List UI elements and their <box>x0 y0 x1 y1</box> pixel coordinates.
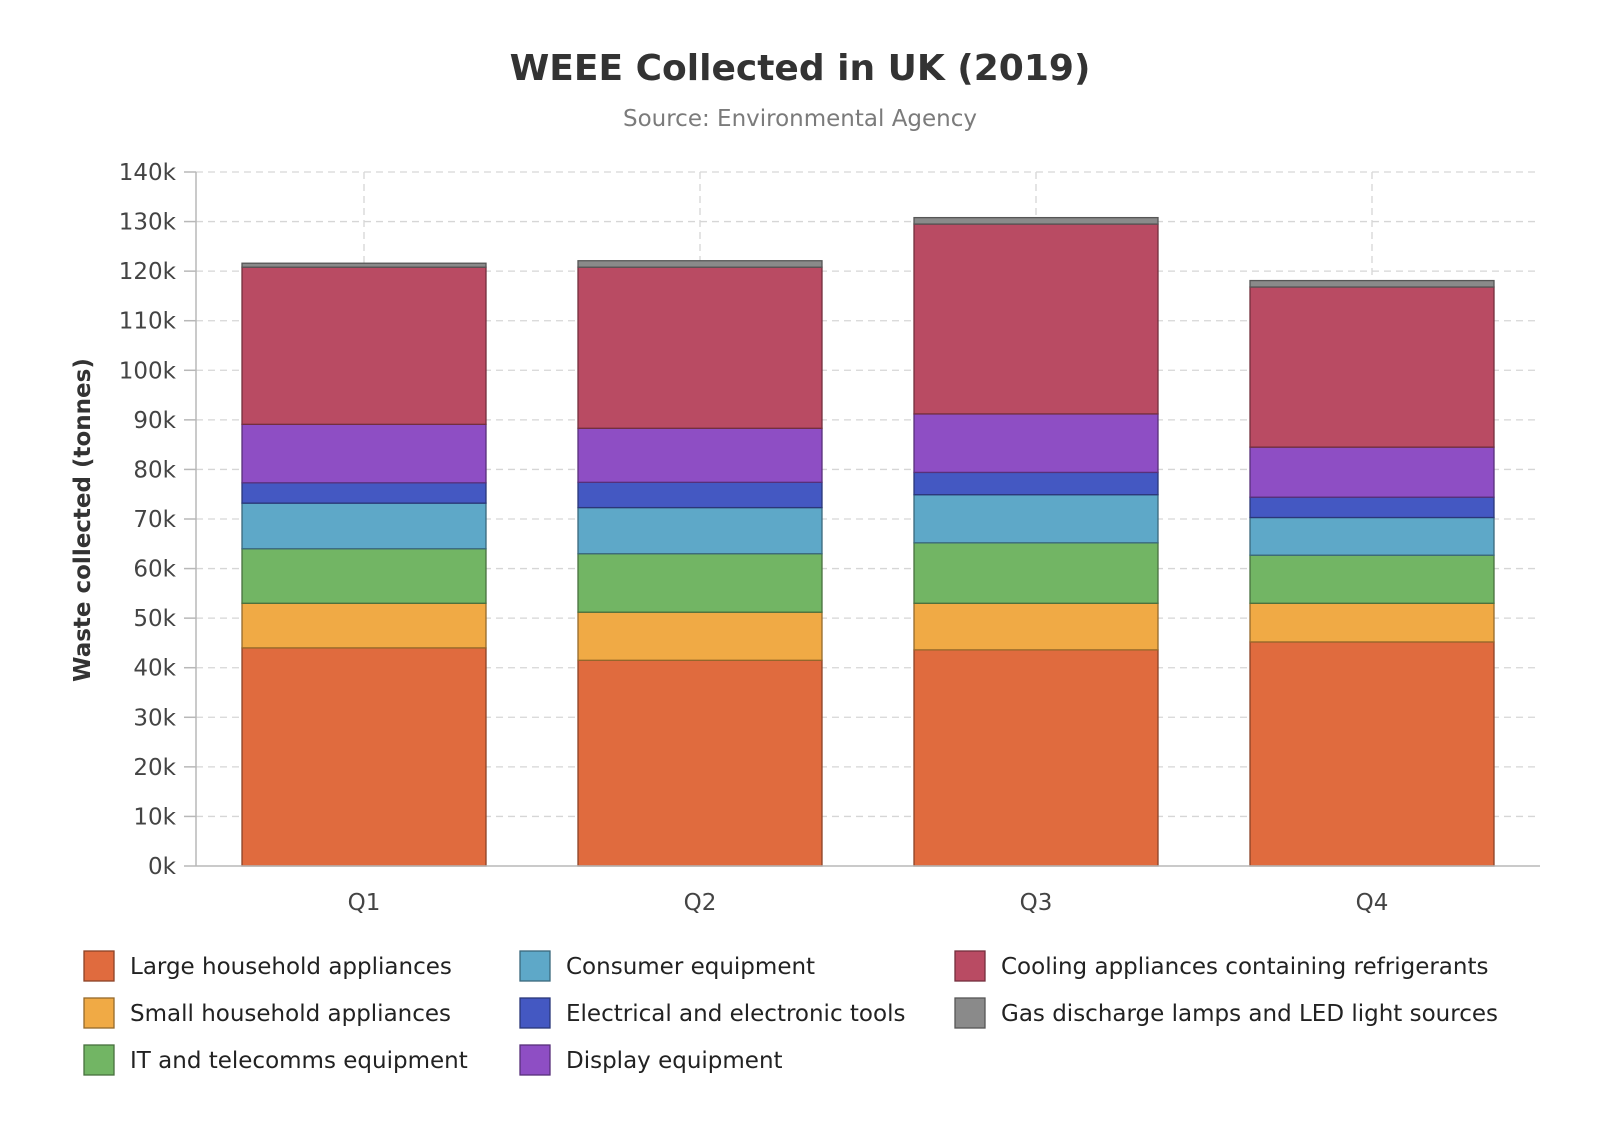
bar-segment <box>913 542 1159 604</box>
bar-segment <box>1249 286 1495 448</box>
legend-label[interactable]: Display equipment <box>566 1048 783 1074</box>
y-tick-label: 100k <box>119 358 177 384</box>
bar-segment <box>577 553 823 613</box>
y-tick-label: 40k <box>133 656 176 682</box>
bar-segment <box>241 482 487 504</box>
legend-swatch[interactable] <box>954 997 986 1029</box>
x-tick-label: Q4 <box>1356 890 1389 916</box>
legend-label[interactable]: Electrical and electronic tools <box>566 1001 905 1027</box>
legend-swatch[interactable] <box>519 1044 551 1076</box>
x-tick-label: Q2 <box>684 890 717 916</box>
bar-segment <box>1249 446 1495 498</box>
legend-label[interactable]: Small household appliances <box>130 1001 451 1027</box>
bar-segment <box>241 647 487 867</box>
bar-segment <box>913 413 1159 474</box>
legend: Large household appliances Small househol… <box>83 950 1498 1076</box>
y-tick-label: 10k <box>133 804 176 830</box>
legend-swatch[interactable] <box>954 950 986 982</box>
bar-segment <box>913 223 1159 415</box>
bar-segment <box>577 659 823 867</box>
bar-segment <box>913 216 1159 225</box>
bar-segment <box>577 611 823 661</box>
legend-swatch[interactable] <box>519 997 551 1029</box>
bar-segment <box>913 649 1159 867</box>
y-tick-label: 140k <box>119 160 177 186</box>
y-tick-label: 120k <box>119 259 177 285</box>
x-tick-label: Q3 <box>1020 890 1053 916</box>
bar-segment <box>1249 554 1495 604</box>
y-tick-label: 50k <box>133 606 176 632</box>
x-tick-label: Q1 <box>348 890 381 916</box>
bar-segment <box>241 266 487 425</box>
chart-subtitle: Source: Environmental Agency <box>623 106 977 132</box>
bar-segment <box>577 266 823 429</box>
bar-segment <box>241 502 487 550</box>
legend-label[interactable]: Consumer equipment <box>566 954 815 980</box>
bar-segment <box>577 427 823 483</box>
bar-segment <box>577 260 823 268</box>
y-axis-title: Waste collected (tonnes) <box>70 358 96 682</box>
bar-segment <box>577 481 823 509</box>
bar-segment <box>241 423 487 484</box>
bar-segment <box>1249 516 1495 556</box>
legend-label[interactable]: IT and telecomms equipment <box>130 1048 468 1074</box>
y-tick-label: 20k <box>133 755 176 781</box>
bars <box>241 216 1495 867</box>
y-tick-label: 60k <box>133 557 176 583</box>
y-tick-label: 130k <box>119 210 177 236</box>
bar-segment <box>913 471 1159 496</box>
y-tick-label: 90k <box>133 408 176 434</box>
legend-swatch[interactable] <box>83 950 115 982</box>
legend-swatch[interactable] <box>519 950 551 982</box>
bar-segment <box>913 602 1159 651</box>
legend-swatch[interactable] <box>83 1044 115 1076</box>
legend-label[interactable]: Cooling appliances containing refrigeran… <box>1001 954 1488 980</box>
chart-title: WEEE Collected in UK (2019) <box>510 48 1091 89</box>
bar-segment <box>1249 496 1495 519</box>
y-tick-label: 110k <box>119 309 177 335</box>
axes: 0k 10k 20k 30k 40k 50k 60k 70k 80k 90k 100k 110k 120… <box>119 160 1540 916</box>
y-tick-label: 70k <box>133 507 176 533</box>
bar-segment <box>1249 641 1495 867</box>
y-tick-label: 0k <box>148 854 177 880</box>
bar-segment <box>1249 279 1495 288</box>
bar-segment <box>241 602 487 649</box>
y-tick-label: 80k <box>133 457 176 483</box>
y-tick-label: 30k <box>133 705 176 731</box>
bar-segment <box>577 506 823 555</box>
legend-label[interactable]: Gas discharge lamps and LED light source… <box>1001 1001 1498 1027</box>
bar-segment <box>913 494 1159 544</box>
bar-segment <box>241 262 487 268</box>
bar-segment <box>241 548 487 604</box>
bar-segment <box>1249 602 1495 643</box>
legend-swatch[interactable] <box>83 997 115 1029</box>
legend-label[interactable]: Large household appliances <box>130 954 452 980</box>
